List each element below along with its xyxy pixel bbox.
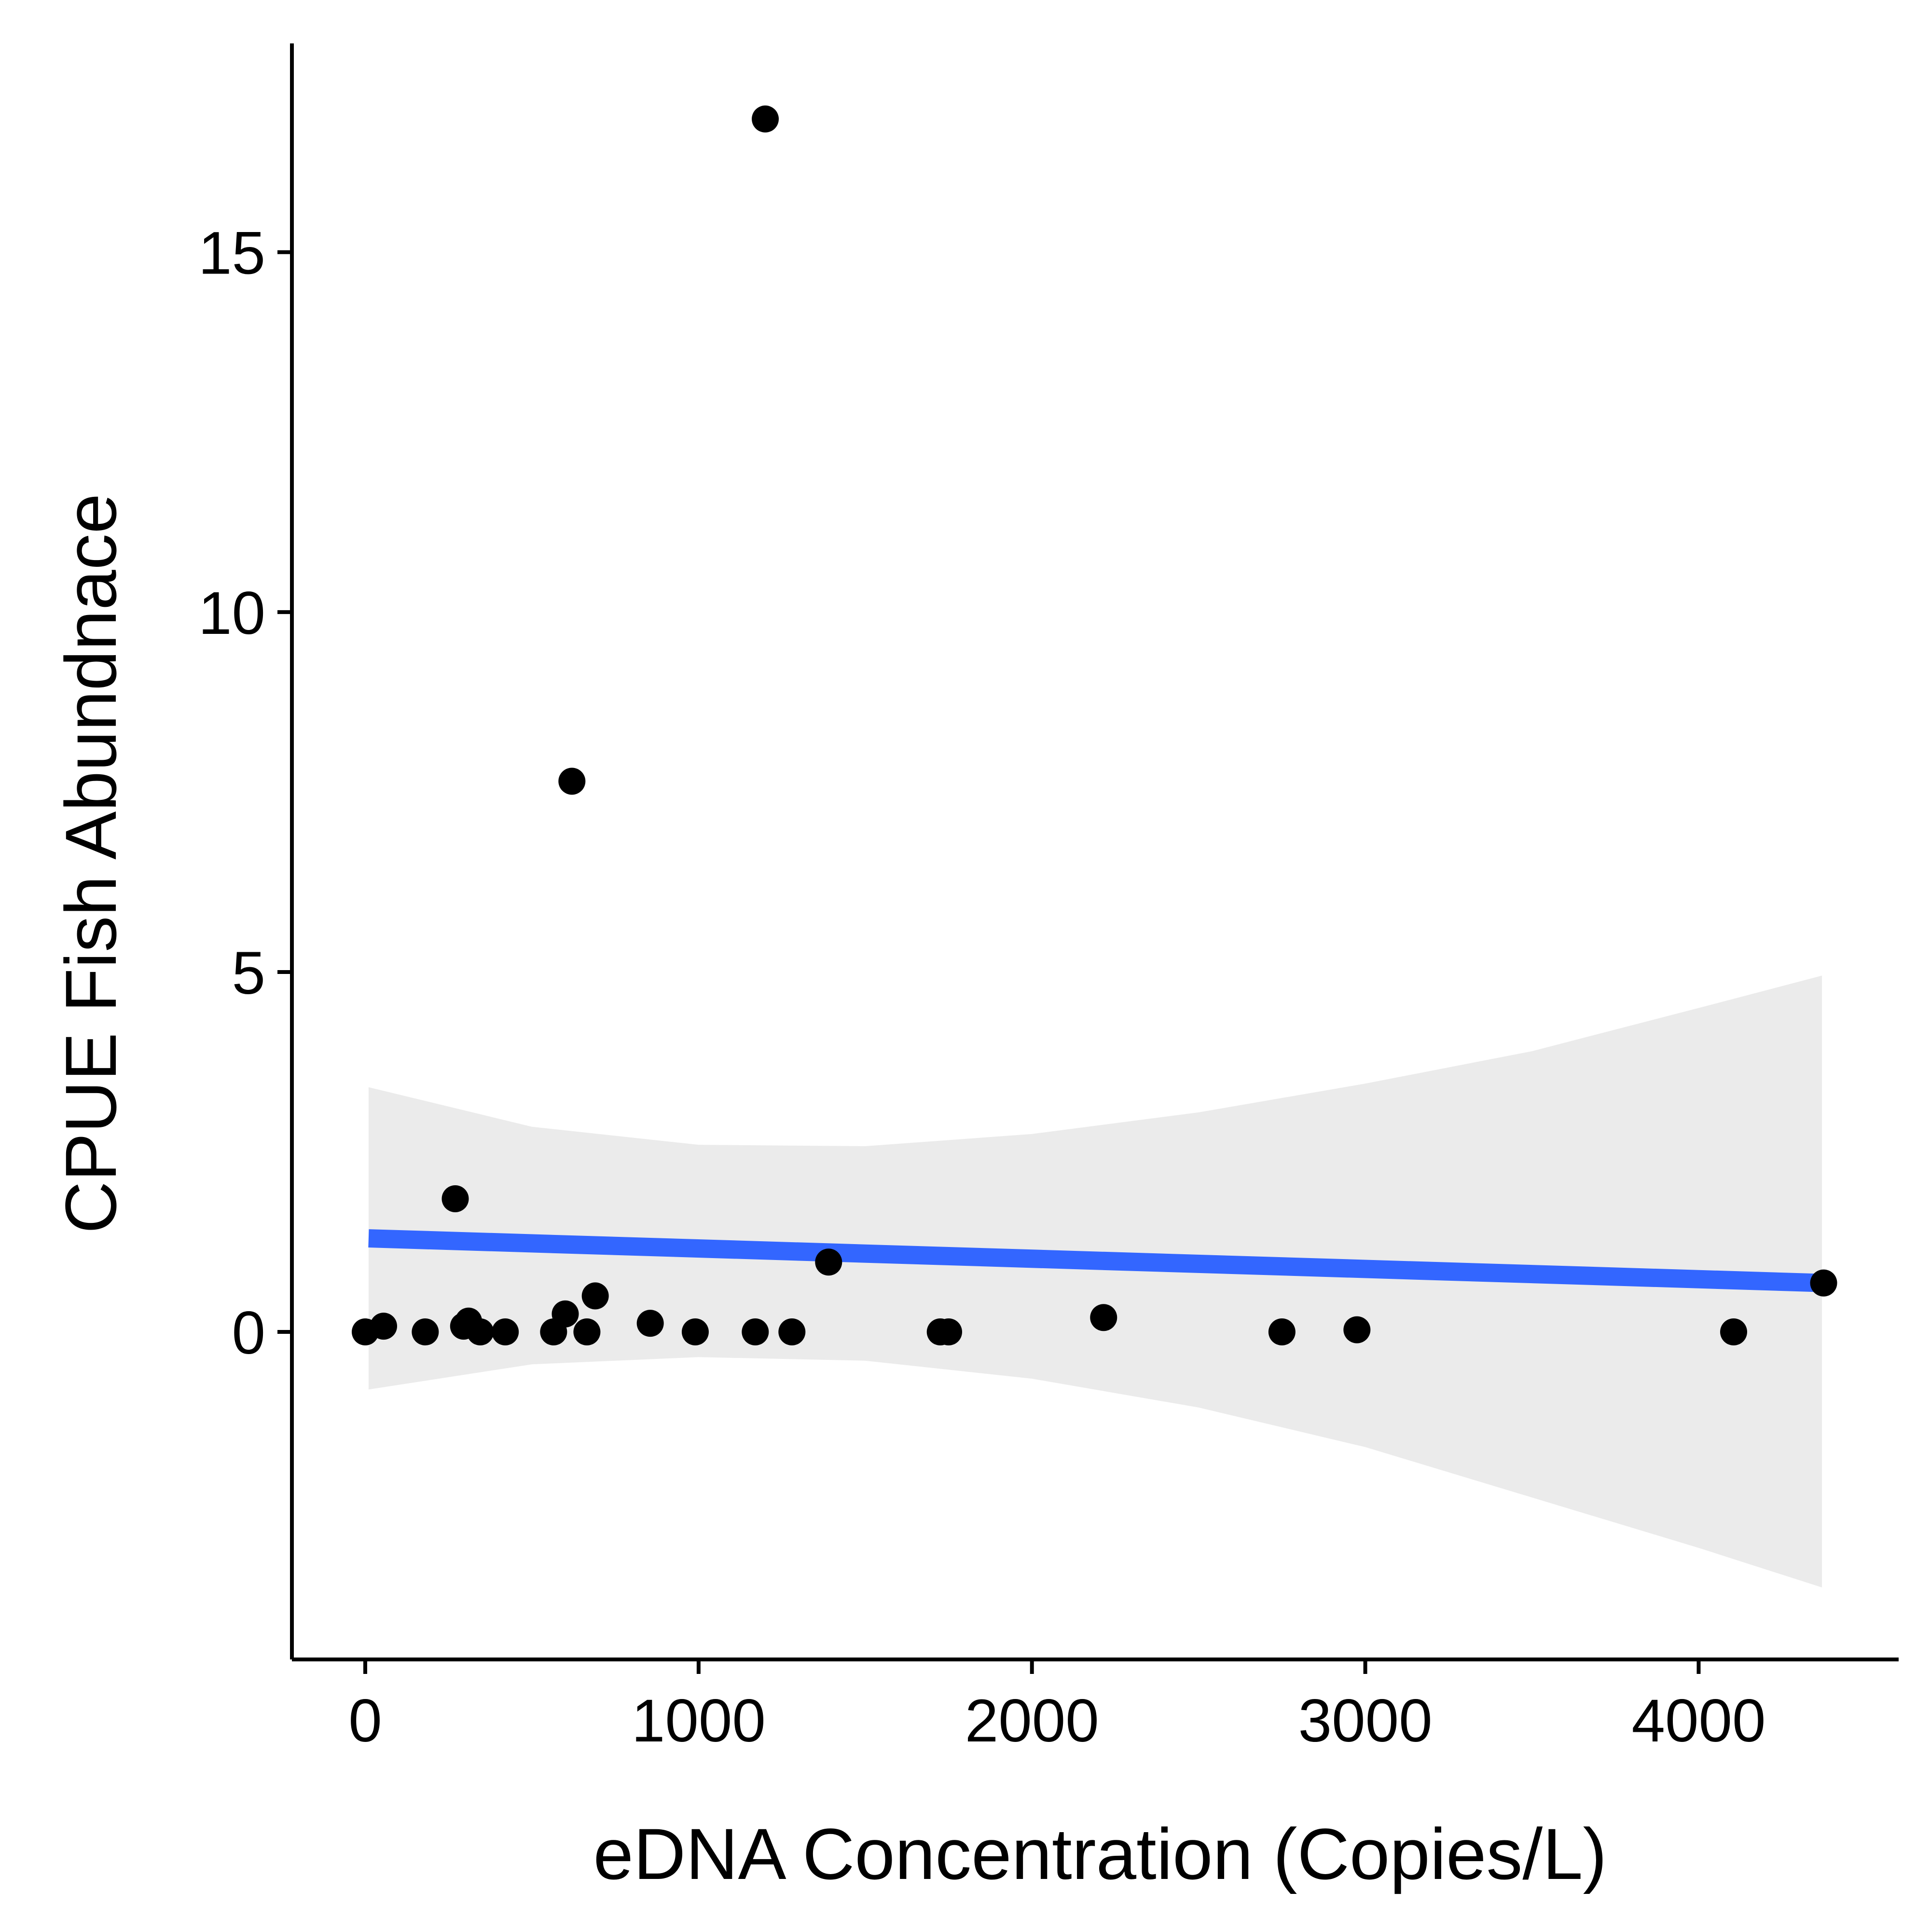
data-point: [412, 1318, 439, 1346]
data-point: [441, 1185, 469, 1212]
data-point: [467, 1318, 494, 1346]
data-point: [581, 1282, 609, 1310]
y-tick-label: 10: [198, 580, 265, 647]
trend-line: [368, 1229, 1822, 1292]
y-axis-title: CPUE Fish Abundnace: [50, 493, 131, 1233]
y-tick-label: 5: [232, 940, 265, 1007]
data-point: [1343, 1316, 1371, 1343]
data-point: [1810, 1269, 1837, 1297]
data-point: [1268, 1318, 1296, 1346]
data-point: [815, 1248, 842, 1276]
x-axis-title: eDNA Concentration (Copies/L): [593, 1813, 1607, 1894]
data-point: [551, 1300, 579, 1328]
axes-layer: [290, 43, 1899, 1661]
x-tick-label: 3000: [1298, 1687, 1433, 1754]
x-tick-label: 2000: [965, 1687, 1099, 1754]
x-tick-label: 0: [348, 1687, 382, 1754]
data-point: [1720, 1318, 1748, 1346]
tick-layer: 0 1000 2000 3000 4000 0 5 10 15: [198, 220, 1766, 1754]
data-point: [573, 1318, 601, 1346]
x-tick-label: 4000: [1631, 1687, 1765, 1754]
confidence-band: [368, 975, 1822, 1588]
data-point: [681, 1318, 709, 1346]
data-point: [636, 1310, 664, 1337]
data-point: [370, 1313, 397, 1340]
data-point: [752, 105, 779, 133]
data-points-layer: [351, 105, 1837, 1346]
data-point: [778, 1318, 806, 1346]
confidence-band-layer: [368, 975, 1822, 1588]
data-point: [1090, 1304, 1117, 1331]
x-tick-label: 1000: [632, 1687, 766, 1754]
y-tick-label: 0: [232, 1300, 265, 1367]
data-point: [558, 767, 586, 795]
data-point: [935, 1318, 963, 1346]
data-point: [742, 1318, 769, 1346]
trend-line-layer: [368, 1229, 1822, 1292]
y-tick-label: 15: [198, 220, 265, 287]
data-point: [492, 1318, 519, 1346]
